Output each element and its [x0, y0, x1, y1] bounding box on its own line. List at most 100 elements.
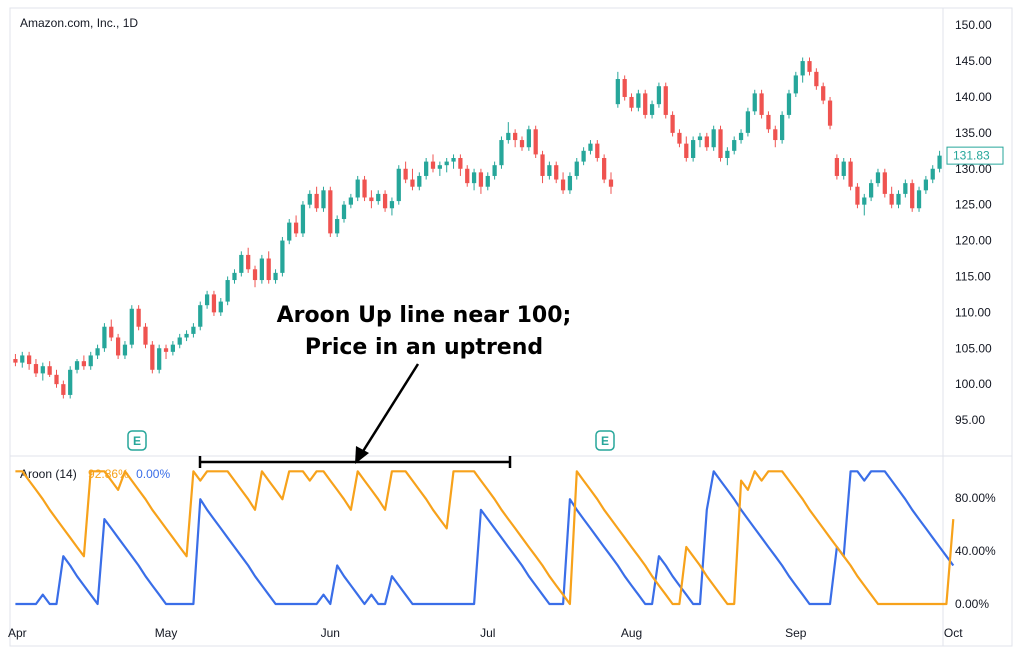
earnings-badge-1: E	[127, 430, 147, 451]
aroon-tick-label: 40.00%	[955, 544, 996, 558]
candle-body	[868, 183, 874, 198]
candle-body	[588, 143, 593, 151]
candle-body	[136, 308, 141, 327]
candle-body	[191, 326, 196, 334]
candle-body	[68, 369, 73, 395]
candle-body	[718, 129, 723, 158]
candle-body	[382, 193, 388, 209]
candle-body	[300, 204, 306, 234]
candle-body	[61, 384, 66, 395]
earnings-badge-letter: E	[601, 434, 609, 448]
candle-body	[478, 172, 484, 187]
earnings-badge-2: E	[595, 430, 615, 451]
candle-body	[417, 175, 422, 187]
annotation-arrow-head	[355, 446, 369, 464]
candle-body	[554, 165, 559, 180]
aroon-down-line	[15, 470, 955, 606]
time-tick-label: May	[155, 626, 178, 640]
candle-body	[273, 272, 278, 281]
aroon-axis: 80.00% 40.00% 0.00%	[955, 491, 996, 611]
price-tick-label: 115.00	[955, 269, 991, 283]
last-price-badge: 131.83	[946, 146, 1004, 165]
candle-body	[376, 193, 381, 202]
aroon-down-value: 0.00%	[136, 467, 170, 481]
candle-body	[410, 179, 415, 187]
annotation-line-2: Price in an uptrend	[305, 335, 543, 360]
candle-body	[711, 129, 716, 148]
candle-body	[471, 172, 477, 184]
price-tick-label: 120.00	[955, 234, 992, 248]
candle-body	[437, 165, 442, 169]
candle-body	[163, 348, 169, 352]
candle-body	[225, 280, 230, 302]
candle-body	[567, 175, 573, 191]
candle-body	[602, 158, 607, 180]
earnings-badges: E E	[127, 430, 615, 451]
last-price-box	[946, 146, 1004, 165]
candle-body	[424, 161, 429, 176]
candle-body	[841, 161, 846, 176]
candle-body	[150, 344, 155, 370]
candle-body	[451, 158, 456, 162]
candle-body	[389, 201, 395, 209]
candle-body	[807, 61, 812, 72]
price-tick-label: 135.00	[955, 126, 992, 140]
candle-body	[458, 158, 463, 169]
candle-body	[33, 364, 39, 374]
chart-frame	[9, 7, 1013, 647]
candle-body	[492, 165, 497, 176]
candle-body	[74, 361, 80, 370]
time-tick-label: Sep	[785, 626, 807, 640]
chart-title: Amazon.com, Inc., 1D	[20, 16, 138, 30]
candle-body	[499, 140, 504, 166]
candle-body	[232, 272, 237, 281]
candle-body	[684, 143, 689, 158]
candle-body	[663, 86, 668, 115]
candle-body	[937, 155, 942, 169]
candle-body	[348, 197, 353, 205]
candle-body	[793, 75, 798, 94]
price-axis: 150.00 145.00 140.00 135.00 130.00 125.00 120.…	[955, 18, 992, 427]
candle-body	[115, 337, 121, 356]
candle-body	[848, 161, 853, 187]
earnings-badge-letter: E	[133, 434, 141, 448]
candle-body	[903, 183, 908, 194]
candle-body	[198, 305, 203, 327]
aroon-tick-label: 0.00%	[955, 597, 989, 611]
candle-body	[341, 204, 347, 220]
candle-body	[581, 150, 586, 162]
candle-body	[862, 197, 867, 205]
candle-body	[574, 161, 579, 176]
candle-body	[725, 150, 730, 158]
candle-body	[643, 93, 648, 115]
candle-body	[184, 333, 189, 338]
candle-body	[540, 154, 545, 176]
annotation-arrow-shaft	[358, 363, 420, 457]
candle-body	[704, 136, 709, 148]
candle-body	[396, 168, 401, 202]
candle-body	[691, 140, 696, 158]
candle-body	[335, 219, 340, 234]
time-axis: Apr May Jun Jul Aug Sep Oct	[8, 626, 963, 640]
candle-body	[780, 114, 785, 141]
aroon-legend-title: Aroon (14)	[20, 467, 77, 481]
price-tick-label: 145.00	[955, 54, 992, 68]
candle-body	[656, 86, 662, 105]
price-tick-label: 130.00	[955, 162, 992, 176]
candle-body	[513, 132, 518, 141]
price-tick-label: 125.00	[955, 198, 992, 212]
candle-body	[773, 129, 778, 141]
candle-body	[485, 175, 490, 187]
candle-body	[26, 355, 32, 365]
candle-body	[889, 193, 894, 205]
aroon-legend: Aroon (14) 92.86% 0.00%	[20, 467, 170, 481]
time-tick-label: Apr	[8, 626, 27, 640]
candle-body	[547, 165, 552, 176]
candle-body	[882, 172, 887, 194]
candle-body	[766, 114, 771, 130]
candle-body	[81, 361, 87, 367]
candle-body	[622, 79, 627, 97]
candle-body	[595, 143, 600, 158]
time-tick-label: Oct	[944, 626, 963, 640]
